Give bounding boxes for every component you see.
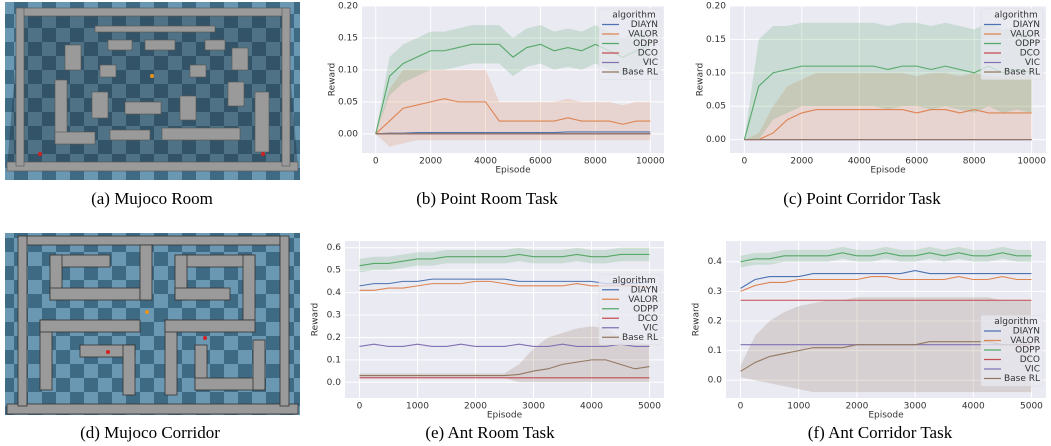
legend-title: algorithm — [612, 276, 655, 286]
legend-label: VIC — [1025, 365, 1040, 375]
y-tick-label: 0.1 — [327, 355, 341, 365]
x-tick-label: 4000 — [580, 402, 603, 412]
x-tick-label: 2000 — [464, 402, 487, 412]
y-axis-label: Reward — [692, 303, 702, 337]
x-axis-label: Episode — [870, 166, 906, 176]
legend-label: Base RL — [622, 333, 658, 343]
x-axis-label: Episode — [868, 411, 904, 421]
legend-label: DIAYN — [631, 20, 658, 30]
x-tick-label: 4000 — [962, 402, 985, 412]
x-tick-label: 6000 — [905, 157, 928, 167]
x-tick-label: 2000 — [419, 157, 442, 167]
legend-title: algorithm — [994, 317, 1037, 327]
y-tick-label: 0.4 — [327, 288, 342, 298]
mujoco-room-image — [5, 2, 300, 180]
y-tick-label: 0.4 — [708, 257, 723, 267]
x-tick-label: 1000 — [787, 402, 810, 412]
y-axis-label: Reward — [696, 63, 706, 97]
legend-label: VALOR — [628, 295, 658, 305]
legend-label: DIAYN — [1013, 20, 1040, 30]
x-tick-label: 5000 — [638, 402, 661, 412]
x-tick-label: 3000 — [904, 402, 927, 412]
y-tick-label: 0.15 — [706, 35, 726, 45]
y-axis-label: Reward — [328, 63, 338, 97]
legend-label: Base RL — [622, 68, 658, 78]
y-tick-label: 0.2 — [708, 316, 722, 326]
y-tick-label: 0.5 — [327, 266, 341, 276]
x-tick-label: 6000 — [529, 157, 552, 167]
y-tick-label: 0.2 — [327, 333, 341, 343]
x-tick-label: 0 — [741, 157, 747, 167]
y-tick-label: 0.00 — [706, 135, 726, 145]
legend-label: VALOR — [628, 30, 658, 40]
y-tick-label: 0.10 — [706, 68, 726, 78]
caption: (b) Point Room Task — [416, 189, 558, 208]
x-tick-label: 0 — [357, 402, 363, 412]
y-tick-label: 0.0 — [327, 378, 342, 388]
caption: (e) Ant Room Task — [425, 423, 555, 442]
y-tick-label: 0.1 — [708, 346, 722, 356]
x-tick-label: 0 — [373, 157, 379, 167]
x-tick-label: 2000 — [845, 402, 868, 412]
legend-label: VIC — [643, 323, 658, 333]
y-tick-label: 0.15 — [338, 33, 358, 43]
legend-label: Base RL — [1004, 68, 1040, 78]
y-tick-label: 0.0 — [708, 376, 723, 386]
y-tick-label: 0.05 — [338, 97, 358, 107]
caption: (c) Point Corridor Task — [783, 189, 941, 208]
caption: (f) Ant Corridor Task — [808, 423, 953, 442]
legend-label: DCO — [1020, 49, 1040, 59]
x-axis-label: Episode — [487, 411, 523, 421]
x-tick-label: 10000 — [1017, 157, 1046, 167]
x-tick-label: 10000 — [636, 157, 665, 167]
caption: (d) Mujoco Corridor — [80, 423, 220, 442]
mujoco-corridor-image — [5, 233, 300, 415]
legend-label: ODPP — [1015, 39, 1040, 49]
x-tick-label: 4000 — [848, 157, 871, 167]
legend-label: DIAYN — [631, 285, 658, 295]
x-tick-label: 8000 — [963, 157, 986, 167]
legend-label: VIC — [643, 58, 658, 68]
legend-label: ODPP — [1015, 346, 1040, 356]
caption: (a) Mujoco Room — [91, 189, 213, 208]
legend-label: DIAYN — [1013, 327, 1040, 337]
x-tick-label: 5000 — [1020, 402, 1043, 412]
y-tick-label: 0.00 — [338, 129, 358, 139]
legend-label: Base RL — [1004, 374, 1040, 384]
x-tick-label: 2000 — [790, 157, 813, 167]
legend-label: DCO — [638, 49, 658, 59]
y-tick-label: 0.3 — [327, 311, 341, 321]
x-tick-label: 3000 — [522, 402, 545, 412]
x-axis-label: Episode — [495, 166, 531, 176]
legend-title: algorithm — [612, 11, 655, 21]
legend-label: DCO — [638, 314, 658, 324]
y-tick-label: 0.10 — [338, 65, 358, 75]
x-tick-label: 0 — [738, 402, 744, 412]
x-tick-label: 4000 — [474, 157, 497, 167]
y-axis-label: Reward — [311, 303, 321, 337]
legend-label: VIC — [1025, 58, 1040, 68]
legend-label: VALOR — [1010, 30, 1040, 40]
y-tick-label: 0.05 — [706, 102, 726, 112]
legend-title: algorithm — [994, 11, 1037, 21]
y-tick-label: 0.20 — [706, 2, 726, 12]
legend-label: ODPP — [633, 304, 658, 314]
figure: (a) Mujoco Room (b) Point Room Task (c) … — [0, 0, 1051, 446]
legend-label: VALOR — [1010, 336, 1040, 346]
legend-label: ODPP — [633, 39, 658, 49]
y-tick-label: 0.20 — [338, 2, 358, 12]
x-tick-label: 1000 — [406, 402, 429, 412]
y-tick-label: 0.6 — [327, 243, 342, 253]
legend-label: DCO — [1020, 355, 1040, 365]
x-tick-label: 8000 — [584, 157, 607, 167]
y-tick-label: 0.3 — [708, 287, 722, 297]
